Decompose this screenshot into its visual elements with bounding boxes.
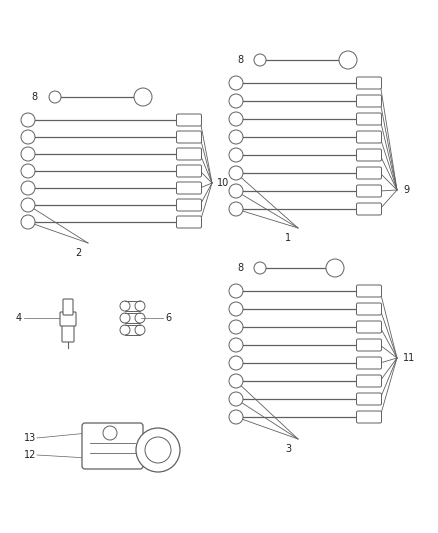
Circle shape bbox=[229, 320, 243, 334]
FancyBboxPatch shape bbox=[357, 95, 381, 107]
FancyBboxPatch shape bbox=[357, 339, 381, 351]
FancyBboxPatch shape bbox=[177, 199, 201, 211]
Circle shape bbox=[254, 54, 266, 66]
Circle shape bbox=[120, 313, 130, 323]
FancyBboxPatch shape bbox=[357, 303, 381, 315]
Circle shape bbox=[21, 147, 35, 161]
Text: 12: 12 bbox=[24, 450, 36, 460]
Circle shape bbox=[254, 262, 266, 274]
Circle shape bbox=[21, 215, 35, 229]
FancyBboxPatch shape bbox=[357, 357, 381, 369]
FancyBboxPatch shape bbox=[177, 114, 201, 126]
Text: 10: 10 bbox=[217, 178, 229, 188]
Circle shape bbox=[21, 181, 35, 195]
Text: 8: 8 bbox=[237, 55, 243, 65]
Circle shape bbox=[326, 259, 344, 277]
Circle shape bbox=[229, 202, 243, 216]
Circle shape bbox=[229, 94, 243, 108]
Circle shape bbox=[229, 302, 243, 316]
FancyBboxPatch shape bbox=[357, 375, 381, 387]
Circle shape bbox=[229, 148, 243, 162]
FancyBboxPatch shape bbox=[62, 322, 74, 342]
Circle shape bbox=[229, 284, 243, 298]
FancyBboxPatch shape bbox=[357, 131, 381, 143]
Text: 1: 1 bbox=[285, 233, 291, 243]
Circle shape bbox=[229, 184, 243, 198]
FancyBboxPatch shape bbox=[177, 216, 201, 228]
Text: 3: 3 bbox=[285, 444, 291, 454]
FancyBboxPatch shape bbox=[357, 149, 381, 161]
FancyBboxPatch shape bbox=[82, 423, 143, 469]
Circle shape bbox=[135, 301, 145, 311]
Circle shape bbox=[49, 91, 61, 103]
Circle shape bbox=[229, 166, 243, 180]
Circle shape bbox=[21, 164, 35, 178]
Circle shape bbox=[21, 198, 35, 212]
Circle shape bbox=[103, 426, 117, 440]
FancyBboxPatch shape bbox=[177, 182, 201, 194]
Text: 4: 4 bbox=[16, 313, 22, 323]
FancyBboxPatch shape bbox=[357, 393, 381, 405]
FancyBboxPatch shape bbox=[177, 148, 201, 160]
Circle shape bbox=[229, 374, 243, 388]
Circle shape bbox=[145, 437, 171, 463]
Circle shape bbox=[229, 338, 243, 352]
Text: 13: 13 bbox=[24, 433, 36, 443]
Text: 11: 11 bbox=[403, 353, 415, 363]
Circle shape bbox=[229, 356, 243, 370]
Circle shape bbox=[229, 130, 243, 144]
Circle shape bbox=[135, 313, 145, 323]
Circle shape bbox=[135, 325, 145, 335]
Circle shape bbox=[229, 112, 243, 126]
Circle shape bbox=[229, 76, 243, 90]
FancyBboxPatch shape bbox=[177, 165, 201, 177]
FancyBboxPatch shape bbox=[60, 312, 76, 326]
Text: 8: 8 bbox=[237, 263, 243, 273]
FancyBboxPatch shape bbox=[357, 167, 381, 179]
Circle shape bbox=[21, 130, 35, 144]
Circle shape bbox=[21, 113, 35, 127]
Circle shape bbox=[134, 88, 152, 106]
FancyBboxPatch shape bbox=[63, 299, 73, 315]
Text: 9: 9 bbox=[403, 185, 409, 195]
Circle shape bbox=[136, 428, 180, 472]
Circle shape bbox=[339, 51, 357, 69]
Circle shape bbox=[120, 301, 130, 311]
Circle shape bbox=[229, 410, 243, 424]
FancyBboxPatch shape bbox=[357, 185, 381, 197]
FancyBboxPatch shape bbox=[357, 285, 381, 297]
FancyBboxPatch shape bbox=[357, 411, 381, 423]
FancyBboxPatch shape bbox=[357, 113, 381, 125]
Text: 2: 2 bbox=[75, 248, 81, 258]
Text: 8: 8 bbox=[32, 92, 38, 102]
Circle shape bbox=[229, 392, 243, 406]
Circle shape bbox=[120, 325, 130, 335]
FancyBboxPatch shape bbox=[177, 131, 201, 143]
FancyBboxPatch shape bbox=[357, 321, 381, 333]
FancyBboxPatch shape bbox=[357, 203, 381, 215]
FancyBboxPatch shape bbox=[357, 77, 381, 89]
Text: 6: 6 bbox=[165, 313, 171, 323]
